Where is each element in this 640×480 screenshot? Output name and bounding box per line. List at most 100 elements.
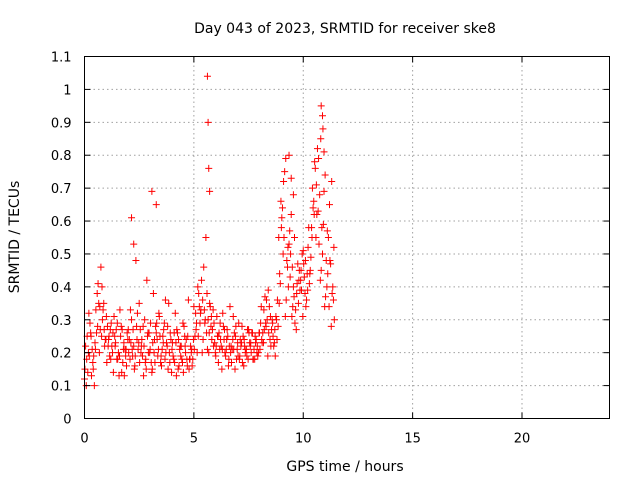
data-point: [137, 349, 145, 357]
data-point: [205, 349, 213, 357]
data-point: [90, 382, 98, 390]
data-point: [93, 289, 101, 297]
data-point: [287, 250, 295, 258]
data-point: [107, 319, 115, 327]
data-point: [282, 155, 290, 163]
data-point: [111, 332, 119, 340]
data-point: [138, 336, 146, 344]
data-point: [313, 145, 321, 153]
data-point: [216, 345, 224, 353]
data-point: [206, 303, 214, 311]
data-point: [148, 368, 156, 376]
data-point: [198, 276, 206, 284]
data-point: [179, 319, 187, 327]
data-point: [104, 342, 112, 350]
data-point: [150, 349, 158, 357]
data-point: [242, 345, 250, 353]
data-point: [131, 352, 139, 360]
x-tick-labels: 0 5 10 15 20: [80, 432, 530, 447]
data-point: [208, 326, 216, 334]
data-point: [106, 326, 114, 334]
data-point: [169, 352, 177, 360]
data-point: [264, 286, 272, 294]
data-point: [284, 243, 292, 251]
data-point: [198, 349, 206, 357]
data-point: [327, 260, 335, 268]
data-point: [183, 355, 191, 363]
data-point: [272, 312, 280, 320]
y-tick-label: 0.1: [51, 380, 72, 395]
data-point: [211, 339, 219, 347]
data-point: [219, 322, 227, 330]
data-point: [179, 368, 187, 376]
data-point: [181, 332, 189, 340]
data-point: [203, 329, 211, 337]
data-point: [326, 257, 334, 265]
data-point: [286, 273, 294, 281]
data-point: [321, 171, 329, 179]
data-point: [233, 345, 241, 353]
axis-ticks: [84, 56, 610, 419]
data-point: [329, 296, 337, 304]
data-point: [278, 214, 286, 222]
data-point: [299, 312, 307, 320]
data-point: [200, 263, 208, 271]
data-point: [269, 332, 277, 340]
data-point: [170, 355, 178, 363]
data-point: [222, 352, 230, 360]
data-point: [319, 125, 327, 133]
data-point: [126, 306, 134, 314]
data-point: [109, 368, 117, 376]
data-point: [240, 362, 248, 370]
data-point: [315, 155, 323, 163]
data-point: [149, 289, 157, 297]
data-point: [145, 329, 153, 337]
data-point: [184, 296, 192, 304]
x-tick-label: 15: [404, 432, 421, 447]
data-point: [110, 312, 118, 320]
data-point: [155, 312, 163, 320]
data-point: [317, 102, 325, 110]
data-point: [227, 349, 235, 357]
data-point: [317, 266, 325, 274]
data-point: [172, 339, 180, 347]
data-point: [259, 339, 267, 347]
data-point: [260, 326, 268, 334]
data-point: [287, 174, 295, 182]
data-point: [182, 336, 190, 344]
data-point: [239, 332, 247, 340]
data-point: [189, 336, 197, 344]
data-point: [220, 336, 228, 344]
data-point: [283, 257, 291, 265]
data-point: [270, 339, 278, 347]
data-point: [284, 263, 291, 271]
data-point: [279, 250, 287, 258]
data-point: [130, 342, 138, 350]
data-point: [246, 342, 254, 350]
data-point: [165, 299, 173, 307]
data-point: [119, 345, 127, 353]
data-point: [282, 296, 290, 304]
data-point: [264, 352, 272, 360]
data-point: [278, 204, 286, 212]
data-point: [114, 349, 122, 357]
data-point: [90, 352, 98, 360]
data-point: [209, 306, 217, 314]
data-point: [212, 342, 220, 350]
data-point: [168, 368, 176, 376]
y-tick-label: 0.3: [51, 314, 72, 329]
data-point: [253, 349, 261, 357]
data-point: [129, 326, 137, 334]
data-point: [210, 319, 218, 327]
data-point: [173, 329, 181, 337]
data-point: [206, 299, 214, 307]
data-point: [214, 359, 222, 367]
data-point: [319, 250, 326, 258]
data-point: [148, 187, 156, 195]
data-point: [285, 151, 293, 159]
x-tick-label: 10: [295, 432, 312, 447]
data-point: [256, 345, 264, 353]
data-point: [289, 191, 297, 199]
data-point: [187, 342, 195, 350]
data-point: [157, 359, 165, 367]
